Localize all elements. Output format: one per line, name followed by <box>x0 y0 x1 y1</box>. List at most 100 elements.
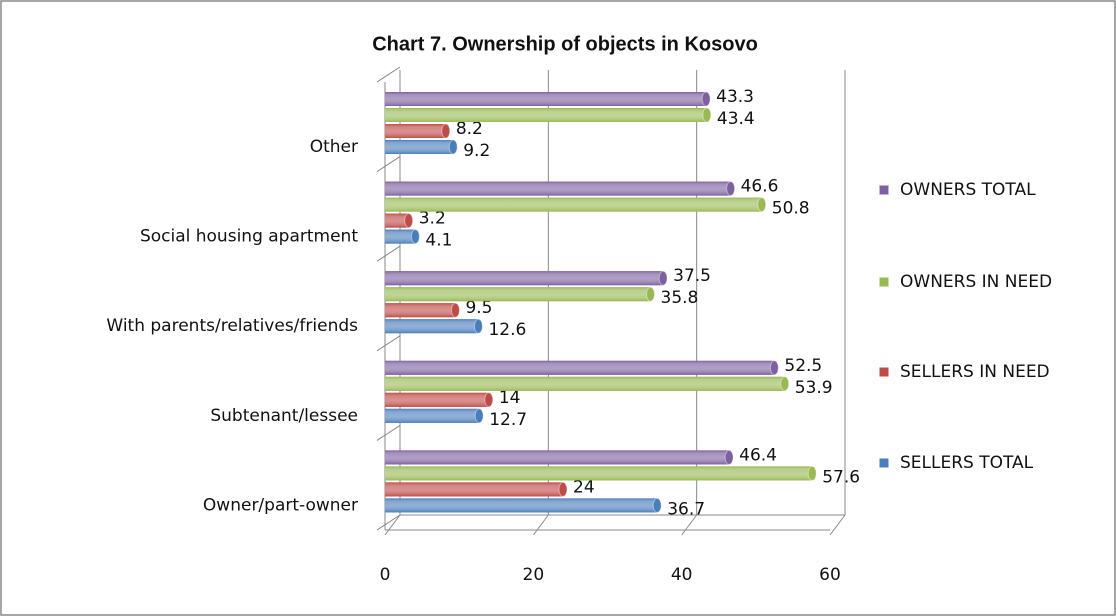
bar-cap <box>757 197 767 213</box>
category-tick <box>376 335 401 352</box>
x-tick-label: 20 <box>523 565 545 585</box>
bar-cap <box>726 181 736 197</box>
x-tick-label: 40 <box>671 565 693 585</box>
bar-cap <box>780 376 790 392</box>
chart-title: Chart 7. Ownership of objects in Kosovo <box>372 33 758 55</box>
grid-line <box>829 514 846 536</box>
category-tick <box>376 156 401 173</box>
data-label: 35.8 <box>661 288 699 308</box>
bar-cap <box>646 286 656 302</box>
data-label: 36.7 <box>667 499 705 519</box>
bar-shade <box>385 213 409 228</box>
bar-shade <box>385 181 731 196</box>
bar <box>385 286 656 302</box>
bar <box>385 408 484 424</box>
bar-cap <box>450 302 460 318</box>
bar <box>385 229 420 245</box>
legend-label: OWNERS TOTAL <box>900 180 1036 200</box>
category-tick <box>376 514 401 531</box>
bar-cap <box>410 229 420 245</box>
data-label: 43.4 <box>717 109 755 129</box>
bar-cap <box>702 107 712 123</box>
bar <box>385 213 414 229</box>
legend-marker <box>878 184 890 196</box>
grid-line <box>532 514 549 536</box>
y-tick-label: With parents/relatives/friends <box>106 316 358 336</box>
bar <box>385 392 494 408</box>
data-label: 46.6 <box>741 177 779 197</box>
data-label: 8.2 <box>456 119 483 139</box>
bar <box>385 497 662 513</box>
bar <box>385 107 712 123</box>
bar-shade <box>385 450 730 465</box>
bar-cap <box>658 270 668 286</box>
bar-shade <box>385 271 664 286</box>
legend-marker <box>878 366 890 378</box>
bar-shade <box>385 92 707 106</box>
bar <box>385 139 458 155</box>
category-tick <box>376 66 401 83</box>
bar <box>385 91 711 107</box>
bar-shade <box>385 376 785 391</box>
data-label: 50.8 <box>772 199 810 219</box>
bar <box>385 123 451 139</box>
data-label: 12.6 <box>488 320 526 340</box>
bar-shade <box>385 108 707 122</box>
bar-shade <box>385 287 651 302</box>
y-tick-label: Subtenant/lessee <box>210 406 358 426</box>
legend-label: OWNERS IN NEED <box>900 272 1052 292</box>
legend-marker <box>878 276 890 288</box>
bar-cap <box>484 392 494 408</box>
legend-marker <box>878 457 890 469</box>
bar-shade <box>385 229 416 244</box>
data-label: 12.7 <box>489 410 527 430</box>
x-tick-label: 0 <box>380 565 391 585</box>
data-label: 37.5 <box>673 266 711 286</box>
bar <box>385 360 779 376</box>
legend-label: SELLERS TOTAL <box>900 453 1034 473</box>
bar-shade <box>385 303 456 318</box>
bar <box>385 302 460 318</box>
bar <box>385 270 668 286</box>
bar-cap <box>448 139 458 155</box>
bar-shade <box>385 360 775 375</box>
y-tick-label: Owner/part-owner <box>203 495 358 515</box>
data-label: 53.9 <box>795 378 833 398</box>
data-label: 9.5 <box>465 298 492 318</box>
category-tick <box>376 245 401 262</box>
bar <box>385 181 736 197</box>
bar-shade <box>385 466 813 481</box>
bar <box>385 449 734 465</box>
bar-cap <box>404 213 414 229</box>
data-label: 46.4 <box>739 445 777 465</box>
grid-line <box>681 514 698 536</box>
bar <box>385 376 790 392</box>
y-tick-label: Social housing apartment <box>140 227 358 247</box>
bar-shade <box>385 482 563 497</box>
data-label: 14 <box>499 388 521 408</box>
category-tick <box>376 424 401 441</box>
data-label: 24 <box>573 477 595 497</box>
bar <box>385 481 568 497</box>
bar-cap <box>441 123 451 139</box>
data-label: 52.5 <box>784 356 822 376</box>
bar <box>385 465 817 481</box>
bar-cap <box>558 481 568 497</box>
bar-cap <box>701 91 711 107</box>
bar-shade <box>385 392 489 407</box>
bar-cap <box>474 408 484 424</box>
data-label: 43.3 <box>716 87 754 107</box>
data-label: 9.2 <box>463 141 490 161</box>
x-tick-label: 60 <box>819 565 841 585</box>
legend-label: SELLERS IN NEED <box>900 362 1050 382</box>
bar-shade <box>385 124 446 138</box>
bar <box>385 197 767 213</box>
bar-shade <box>385 140 454 154</box>
bar-cap <box>769 360 779 376</box>
bar-shade <box>385 408 480 423</box>
bar-shade <box>385 197 762 212</box>
bar-shade <box>385 319 479 334</box>
grid-line <box>384 514 401 536</box>
bar <box>385 318 483 334</box>
